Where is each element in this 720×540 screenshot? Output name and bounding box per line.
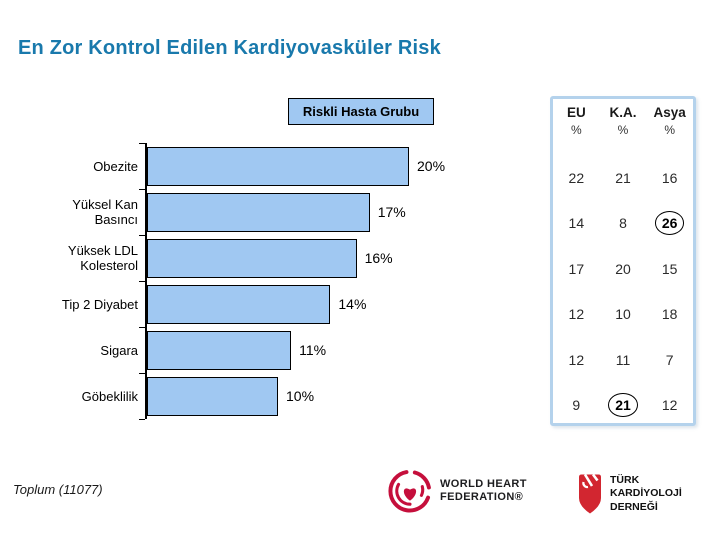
table-cell: 22 <box>568 169 585 186</box>
bar-zone: 11% <box>145 327 502 373</box>
table-cell: 26 <box>646 201 693 247</box>
population-note: Toplum (11077) <box>13 482 103 497</box>
table-cell: 20 <box>615 260 631 277</box>
category-label: Obezite <box>93 158 138 174</box>
category-label: Tip 2 Diyabet <box>61 296 138 312</box>
table-column-header: Asya% <box>646 105 693 155</box>
tkd-label-line2: KARDİYOLOJİ <box>610 487 682 500</box>
table-cell: 12 <box>568 306 585 323</box>
whf-label-line1: WORLD HEART <box>440 478 527 490</box>
world-heart-federation-icon <box>388 470 431 513</box>
table-cell: 15 <box>661 260 678 277</box>
column-unit: % <box>664 123 675 137</box>
column-unit: % <box>617 123 629 137</box>
turk-kardiyoloji-dernegi-icon <box>579 473 601 514</box>
table-cell: 11 <box>615 351 631 368</box>
world-heart-federation-label: WORLD HEART FEDERATION® <box>440 478 527 504</box>
table-cell: 7 <box>665 351 674 368</box>
bar-zone: 14% <box>145 281 502 327</box>
bar <box>147 330 292 370</box>
bar <box>147 192 370 232</box>
chart-legend: Riskli Hasta Grubu <box>288 98 434 125</box>
bar-value-label: 14% <box>338 296 367 312</box>
table-cell: 9 <box>572 397 581 414</box>
table-cell: 10 <box>615 306 631 323</box>
table-cell: 21 <box>615 169 631 186</box>
table-cell: 8 <box>619 215 627 232</box>
bar <box>147 238 357 278</box>
turk-kardiyoloji-dernegi-label: TÜRK KARDİYOLOJİ DERNEĞİ <box>610 474 682 515</box>
chart-legend-label: Riskli Hasta Grubu <box>302 104 420 119</box>
category-label: Yüksek LDL Kolesterol <box>67 243 138 273</box>
whf-label-line2: FEDERATION® <box>440 491 524 503</box>
chart-row: Göbeklilik 10% <box>32 373 502 420</box>
data-table: EU% K.A.% Asya% 22 21 16 14 8 26 17 20 15 12 10 18 12 11… <box>550 96 696 426</box>
column-name: Asya <box>653 105 686 120</box>
chart-row: Tip 2 Diyabet 14% <box>32 281 502 328</box>
table-cell: 14 <box>568 215 585 232</box>
world-heart-federation-logo: WORLD HEART FEDERATION® <box>388 468 527 514</box>
table-cell: 17 <box>568 260 585 277</box>
tkd-label-line3: DERNEĞİ <box>610 500 658 513</box>
bar <box>147 284 331 324</box>
bar-value-label: 17% <box>377 204 406 220</box>
column-name: K.A. <box>609 105 637 120</box>
column-name: EU <box>566 105 586 120</box>
bar <box>147 376 278 416</box>
category-label: Göbeklilik <box>81 388 138 404</box>
table-cell: 12 <box>661 397 678 414</box>
page-title: En Zor Kontrol Edilen Kardiyovasküler Ri… <box>18 37 441 60</box>
category-label: Yüksel Kan Basıncı <box>72 197 138 227</box>
bar-zone: 10% <box>145 373 502 419</box>
tkd-label-line1: TÜRK <box>610 473 640 486</box>
chart-row: Yüksel Kan Basıncı 17% <box>32 189 502 236</box>
table-column-header: EU% <box>553 105 600 155</box>
bar-zone: 20% <box>145 143 502 189</box>
bar-value-label: 11% <box>299 342 327 358</box>
table-cell: 12 <box>568 351 585 368</box>
table-cell: 18 <box>661 306 678 323</box>
table-column-header: K.A.% <box>600 105 647 155</box>
column-unit: % <box>570 123 582 137</box>
chart-row: Yüksek LDL Kolesterol 16% <box>32 235 502 282</box>
bar-value-label: 20% <box>417 158 446 174</box>
chart-row: Obezite 20% <box>32 143 502 190</box>
bar-value-label: 16% <box>364 250 393 266</box>
bar-chart: Obezite 20% Yüksel Kan Basıncı 17% Yüksek LD… <box>32 143 502 420</box>
chart-row: Sigara 11% <box>32 327 502 374</box>
turk-kardiyoloji-dernegi-logo: TÜRK KARDİYOLOJİ DERNEĞİ <box>577 473 682 515</box>
bar-zone: 16% <box>145 235 502 281</box>
bar-chart-rows: Obezite 20% Yüksel Kan Basıncı 17% Yüksek LD… <box>32 143 502 420</box>
bar-value-label: 10% <box>286 388 315 404</box>
highlighted-value: 21 <box>608 393 638 418</box>
table-cell: 21 <box>600 383 647 429</box>
category-label: Sigara <box>100 342 138 358</box>
bar <box>147 146 409 186</box>
highlighted-value: 26 <box>654 211 685 236</box>
table-cell: 16 <box>661 169 678 186</box>
bar-zone: 17% <box>145 189 502 235</box>
